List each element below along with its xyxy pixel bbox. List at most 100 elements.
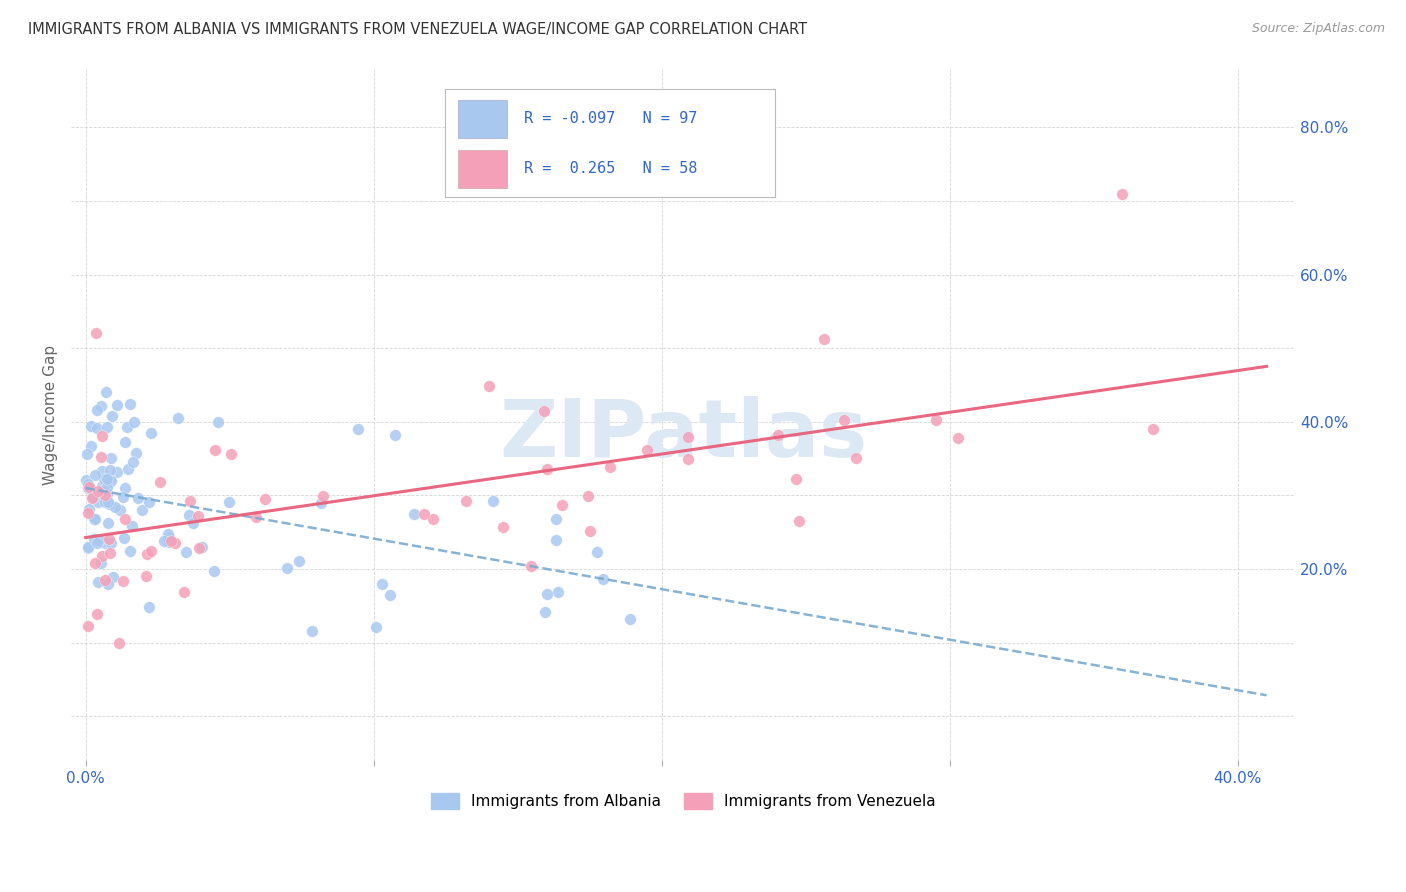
Point xyxy=(90,556,112,570)
Point xyxy=(76,446,98,460)
Point xyxy=(90,450,112,464)
Point xyxy=(100,536,122,550)
Point xyxy=(422,512,444,526)
Point xyxy=(157,531,180,545)
Point xyxy=(86,421,108,435)
Point xyxy=(87,484,110,499)
Text: ZIPatlas: ZIPatlas xyxy=(499,396,868,475)
Point xyxy=(101,409,124,424)
Point xyxy=(76,540,98,554)
Point xyxy=(87,575,110,590)
Point xyxy=(1111,186,1133,201)
Point xyxy=(87,533,110,547)
Point xyxy=(96,420,118,434)
Point xyxy=(93,472,115,486)
Point xyxy=(576,489,599,503)
Text: Source: ZipAtlas.com: Source: ZipAtlas.com xyxy=(1251,22,1385,36)
Point xyxy=(96,487,118,501)
Point xyxy=(579,524,602,538)
Point xyxy=(86,536,108,550)
Y-axis label: Wage/Income Gap: Wage/Income Gap xyxy=(44,344,58,484)
Point xyxy=(79,418,101,433)
Point xyxy=(157,535,180,549)
Point xyxy=(83,512,105,526)
Point xyxy=(160,534,183,549)
Point xyxy=(86,607,108,622)
Point xyxy=(219,447,242,461)
Point xyxy=(90,429,112,443)
Point xyxy=(91,549,114,564)
Point xyxy=(90,399,112,413)
Point xyxy=(118,544,141,558)
Point xyxy=(111,490,134,504)
Point xyxy=(167,411,190,425)
Point xyxy=(83,511,105,525)
Point xyxy=(121,455,143,469)
Point xyxy=(112,532,135,546)
Point xyxy=(378,588,401,602)
Point xyxy=(93,488,115,502)
Point xyxy=(288,554,311,568)
Point xyxy=(121,519,143,533)
Point xyxy=(536,587,558,601)
Point xyxy=(77,541,100,555)
Point xyxy=(599,460,621,475)
Point xyxy=(117,461,139,475)
Point xyxy=(77,501,100,516)
Point xyxy=(179,494,201,508)
Point xyxy=(93,486,115,500)
Point xyxy=(96,516,118,530)
Point xyxy=(87,495,110,509)
Point xyxy=(98,532,121,546)
Point xyxy=(312,489,335,503)
Point xyxy=(79,439,101,453)
Point xyxy=(141,544,163,558)
Point xyxy=(104,500,127,515)
Point xyxy=(136,547,159,561)
Point xyxy=(384,427,406,442)
Point xyxy=(80,491,103,505)
Point xyxy=(139,426,162,441)
Point xyxy=(114,434,136,449)
Point xyxy=(75,473,97,487)
Point xyxy=(90,464,112,478)
Point xyxy=(785,472,807,486)
Point xyxy=(153,534,176,549)
Point xyxy=(371,577,394,591)
Point xyxy=(110,502,132,516)
Point xyxy=(135,568,157,582)
Point xyxy=(100,475,122,489)
Point xyxy=(454,493,477,508)
Point xyxy=(551,498,574,512)
Point xyxy=(156,527,179,541)
Point xyxy=(832,413,855,427)
Point xyxy=(98,546,121,560)
Point xyxy=(105,465,128,479)
Point xyxy=(76,506,98,520)
Point xyxy=(925,413,948,427)
Point xyxy=(97,577,120,591)
Point xyxy=(546,533,568,547)
Point xyxy=(347,422,370,436)
Point xyxy=(619,612,641,626)
Point xyxy=(364,620,387,634)
Point xyxy=(533,403,555,417)
Point xyxy=(301,624,323,638)
Point xyxy=(107,398,129,412)
Point xyxy=(84,468,107,483)
Point xyxy=(115,419,138,434)
Point xyxy=(93,573,115,587)
Point xyxy=(519,559,541,574)
Point xyxy=(174,545,197,559)
Point xyxy=(187,508,209,523)
Point xyxy=(218,495,240,509)
Point xyxy=(100,450,122,465)
Point xyxy=(202,564,225,578)
Point xyxy=(492,519,515,533)
Point xyxy=(173,585,195,599)
Point xyxy=(676,452,699,467)
Point xyxy=(181,516,204,531)
Point xyxy=(768,427,790,442)
Point xyxy=(103,569,125,583)
Point xyxy=(536,462,558,476)
